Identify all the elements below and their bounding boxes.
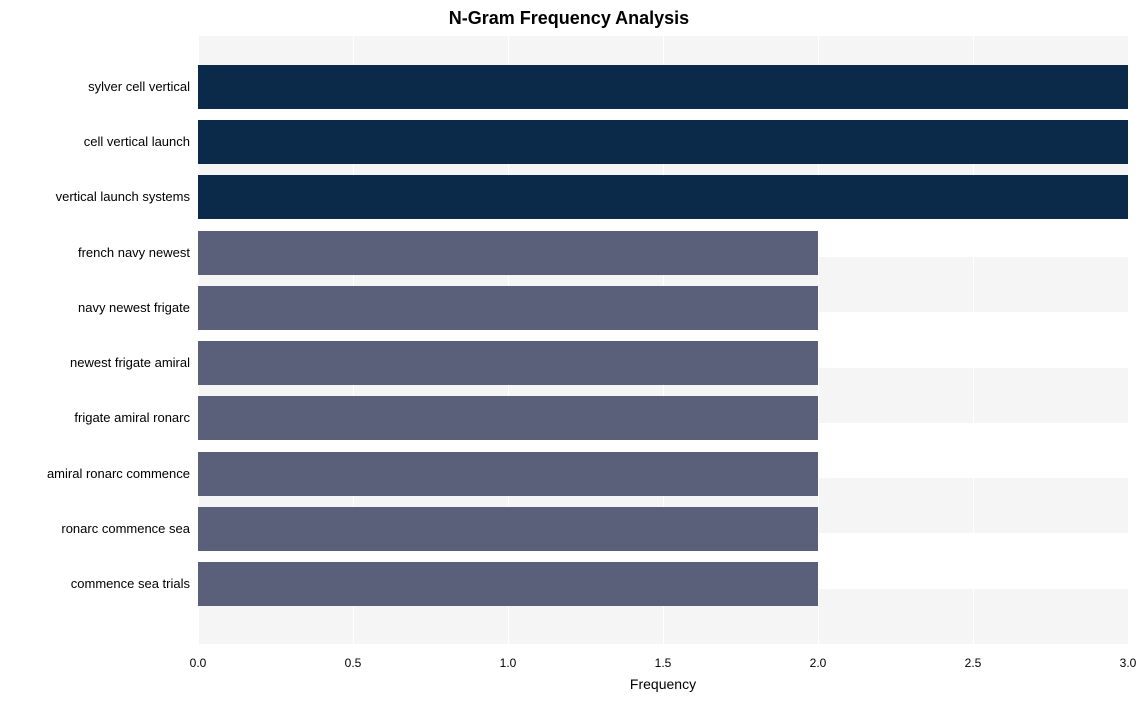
y-axis-tick-label: cell vertical launch [0,134,190,149]
y-axis-tick-label: newest frigate amiral [0,355,190,370]
bar [198,507,818,551]
x-gridline [1128,36,1129,644]
y-axis-tick-label: french navy newest [0,245,190,260]
bar [198,452,818,496]
y-axis-tick-label: ronarc commence sea [0,521,190,536]
bar [198,175,1128,219]
bars-layer [198,36,1128,644]
bar [198,120,1128,164]
y-axis-tick-label: navy newest frigate [0,300,190,315]
x-axis-tick-label: 0.5 [345,656,362,670]
x-axis-tick-label: 1.0 [500,656,517,670]
ngram-frequency-chart: N-Gram Frequency Analysis sylver cell ve… [0,0,1138,701]
y-axis-tick-label: commence sea trials [0,576,190,591]
bar [198,231,818,275]
bar [198,286,818,330]
x-axis-label: Frequency [198,676,1128,692]
bar [198,65,1128,109]
x-axis-tick-label: 2.5 [965,656,982,670]
bar [198,341,818,385]
plot-area [198,36,1128,644]
chart-title: N-Gram Frequency Analysis [0,8,1138,29]
y-axis-tick-label: amiral ronarc commence [0,466,190,481]
x-axis-tick-label: 1.5 [655,656,672,670]
y-axis-tick-label: vertical launch systems [0,189,190,204]
bar [198,396,818,440]
x-axis-tick-label: 0.0 [190,656,207,670]
y-axis-tick-label: frigate amiral ronarc [0,410,190,425]
x-axis-tick-label: 3.0 [1120,656,1137,670]
bar [198,562,818,606]
x-axis-tick-label: 2.0 [810,656,827,670]
y-axis-tick-label: sylver cell vertical [0,79,190,94]
